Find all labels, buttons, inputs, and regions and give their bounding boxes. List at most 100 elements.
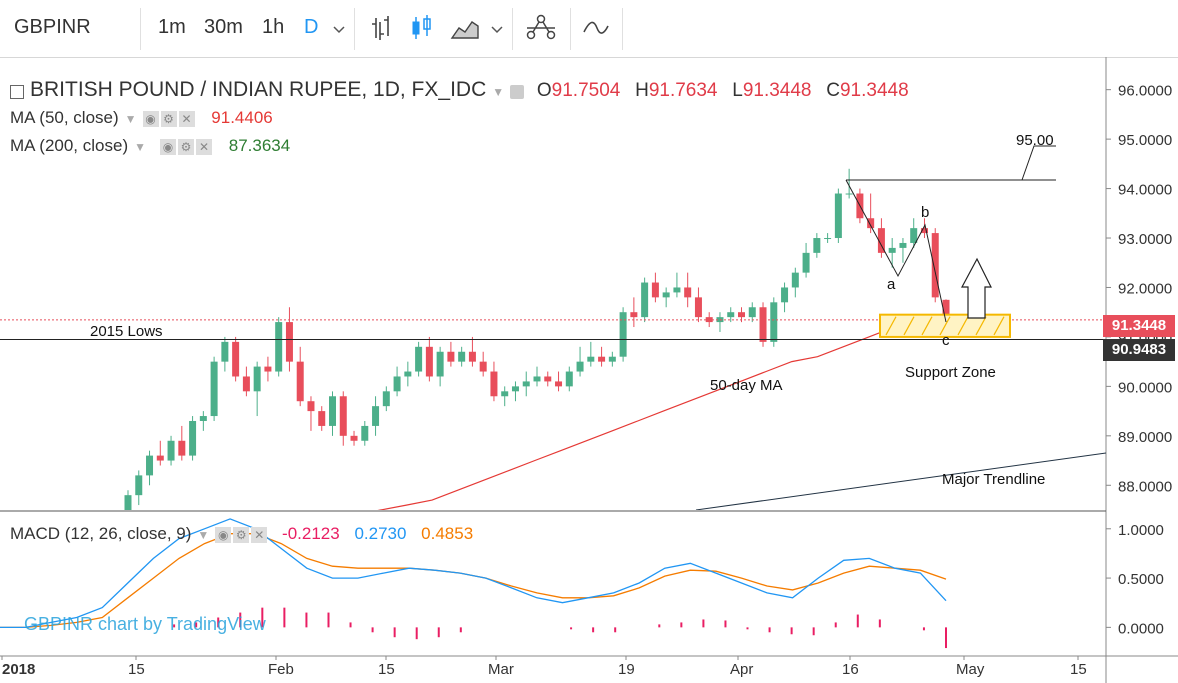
candle-body bbox=[468, 351, 476, 362]
interval-1m-button[interactable]: 1m bbox=[158, 16, 186, 38]
chevron-down-icon[interactable]: ▼ bbox=[124, 112, 137, 126]
support-zone-hatch bbox=[921, 316, 933, 336]
macd-pane bbox=[0, 518, 947, 649]
chevron-down-icon[interactable]: ▼ bbox=[134, 140, 146, 154]
price-tick-label: 94.0000 bbox=[1118, 182, 1172, 199]
low-value: 91.3448 bbox=[742, 80, 812, 101]
lows-2015-annotation: 2015 Lows bbox=[90, 323, 163, 340]
candle-body bbox=[232, 341, 240, 377]
main-legend: BRITISH POUND / INDIAN RUPEE, 1D, FX_IDC… bbox=[10, 78, 909, 102]
macd-label: MACD (12, 26, close, 9) bbox=[10, 524, 192, 543]
candle-body bbox=[942, 299, 950, 321]
candle-body bbox=[339, 396, 347, 436]
candle-body bbox=[630, 312, 638, 318]
price-tick-label: 89.0000 bbox=[1118, 429, 1172, 446]
toolbar-divider bbox=[140, 8, 141, 50]
macd-hist-value: -0.2123 bbox=[282, 524, 340, 543]
time-tick-label: May bbox=[956, 661, 985, 678]
interval-d-button[interactable]: D bbox=[304, 16, 319, 38]
candle-body bbox=[199, 416, 207, 421]
toolbar-divider bbox=[570, 8, 571, 50]
bar-chart-icon[interactable] bbox=[370, 14, 394, 47]
candle-body bbox=[824, 238, 832, 240]
candle-body bbox=[684, 287, 692, 298]
gear-icon[interactable]: ⚙ bbox=[160, 110, 177, 127]
gear-icon[interactable]: ⚙ bbox=[178, 138, 194, 155]
close-icon[interactable]: ✕ bbox=[178, 110, 195, 127]
candle-body bbox=[694, 297, 702, 318]
candle-body bbox=[458, 351, 466, 362]
trendline-annotation: Major Trendline bbox=[942, 471, 1046, 488]
settings-square-icon[interactable] bbox=[10, 84, 24, 99]
chevron-down-icon[interactable] bbox=[332, 22, 346, 40]
candle-body bbox=[877, 228, 885, 253]
gear-icon[interactable]: ⚙ bbox=[233, 526, 250, 543]
close-icon[interactable]: ✕ bbox=[196, 138, 212, 155]
chart-title: BRITISH POUND / INDIAN RUPEE, 1D, FX_IDC bbox=[30, 78, 487, 101]
high-label: H bbox=[635, 80, 649, 101]
watermark: GBPINR chart by TradingView bbox=[24, 614, 266, 634]
candle-body bbox=[124, 495, 132, 510]
close-icon[interactable]: ✕ bbox=[251, 526, 268, 543]
candle-body bbox=[436, 351, 444, 377]
candle-body bbox=[242, 376, 250, 392]
candle-body bbox=[533, 376, 541, 382]
candle-body bbox=[608, 356, 616, 362]
chevron-down-icon[interactable] bbox=[490, 22, 504, 40]
candle-body bbox=[189, 420, 197, 456]
ma50-label: MA (50, close) bbox=[10, 108, 119, 127]
eye-icon[interactable] bbox=[510, 84, 525, 99]
price-pane bbox=[0, 145, 1106, 510]
candle-body bbox=[598, 356, 606, 362]
candle-body bbox=[404, 371, 412, 377]
eye-icon[interactable]: ◉ bbox=[215, 526, 232, 543]
candle-body bbox=[447, 351, 455, 362]
open-label: O bbox=[536, 80, 552, 101]
ma50-value: 91.4406 bbox=[211, 108, 273, 127]
target-line bbox=[846, 145, 1056, 181]
chevron-down-icon[interactable]: ▼ bbox=[492, 85, 505, 99]
candle-body bbox=[511, 386, 519, 392]
eye-icon[interactable]: ◉ bbox=[142, 110, 159, 127]
support-zone-hatch bbox=[993, 316, 1005, 336]
candle-body bbox=[662, 292, 670, 298]
area-chart-icon[interactable] bbox=[450, 14, 480, 47]
price-tick-label: 96.0000 bbox=[1118, 83, 1172, 100]
support-zone-hatch bbox=[903, 316, 915, 336]
close-value: 91.3448 bbox=[839, 80, 909, 101]
low-label: L bbox=[732, 80, 743, 101]
candle-body bbox=[156, 455, 164, 461]
symbol-label[interactable]: GBPINR bbox=[14, 16, 91, 38]
candle-body bbox=[931, 233, 939, 298]
eye-icon[interactable]: ◉ bbox=[160, 138, 176, 155]
candle-body bbox=[576, 361, 584, 372]
toolbar-divider bbox=[354, 8, 355, 50]
candle-body bbox=[641, 282, 649, 318]
candle-body bbox=[210, 361, 218, 417]
macd-legend: MACD (12, 26, close, 9) ▼ ◉ ⚙ ✕ -0.2123 0.27… bbox=[10, 524, 473, 544]
time-tick-label: 15 bbox=[128, 661, 145, 678]
candle-body bbox=[522, 381, 530, 387]
support-zone-hatch bbox=[957, 316, 969, 336]
interval-1h-button[interactable]: 1h bbox=[262, 16, 285, 38]
candle-body bbox=[275, 322, 283, 372]
compare-icon[interactable] bbox=[582, 14, 610, 47]
macd-signal-value: 0.4853 bbox=[421, 524, 474, 543]
wave-b-annotation: b bbox=[921, 204, 930, 221]
candle-body bbox=[910, 228, 918, 243]
time-tick-label: 15 bbox=[1070, 661, 1087, 678]
candle-body bbox=[361, 425, 369, 441]
macd-tick-label: 0.0000 bbox=[1118, 620, 1164, 637]
interval-30m-button[interactable]: 30m bbox=[204, 16, 243, 38]
candle-body bbox=[834, 193, 842, 239]
candle-body bbox=[673, 287, 681, 293]
candle-body bbox=[425, 346, 433, 377]
candle-body bbox=[329, 396, 336, 426]
candle-body bbox=[296, 361, 304, 402]
indicators-icon[interactable] bbox=[525, 14, 557, 47]
time-tick-label: 16 bbox=[842, 661, 859, 678]
candle-body bbox=[899, 242, 907, 248]
candlestick-icon[interactable] bbox=[410, 14, 434, 47]
chevron-down-icon[interactable]: ▼ bbox=[197, 528, 210, 542]
